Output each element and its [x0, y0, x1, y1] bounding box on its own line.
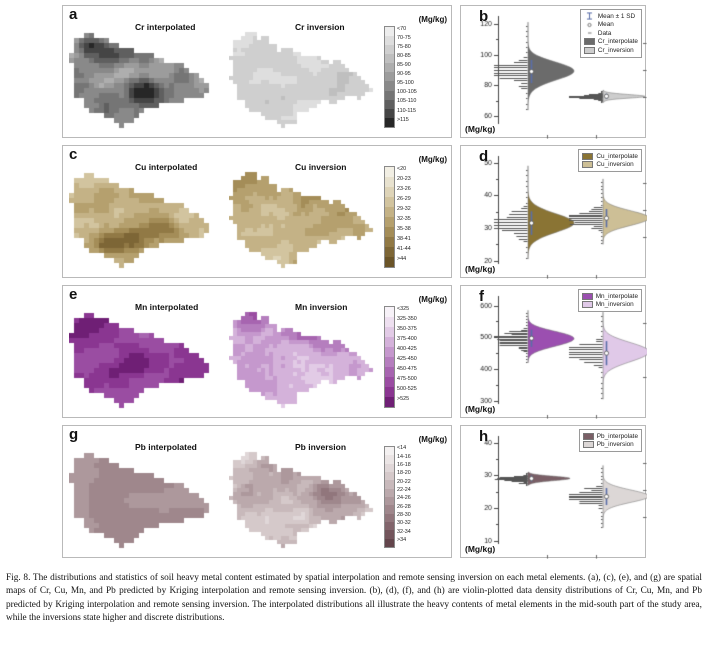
figure-row-4: g Pb interpolated Pb inversion (Mg/kg) <…	[62, 425, 647, 559]
legend-entry-series-1: Mn_interpolate	[581, 292, 638, 301]
legend-label-cr-interpolate: Cr_interpolate	[597, 38, 638, 46]
violin-legend-b: Mean ± 1 SD Mean Data Cr_interpolate Cr_…	[579, 9, 642, 58]
panel-letter-c: c	[69, 146, 78, 163]
panel-letter-e: e	[69, 286, 78, 303]
legend-label-data: Data	[597, 29, 612, 37]
map-cu-interpolated	[69, 168, 219, 272]
colorbar-a	[384, 26, 395, 128]
colorbar-labels-g: <14 14-16 16-18 18-20 20-22 22-24 24-26 26-28 28…	[397, 445, 411, 544]
swatch-pb-interpolate	[582, 432, 594, 440]
swatch-pb-inversion	[582, 441, 594, 449]
legend-entry-series-1: Pb_interpolate	[582, 432, 638, 441]
swatch-cr-interpolate	[583, 38, 595, 46]
legend-entry-series-1: Cu_interpolate	[582, 152, 638, 161]
map-cr-inversion	[229, 28, 379, 132]
swatch-cr-inversion	[583, 46, 595, 54]
colorbar-units-c: (Mg/kg)	[418, 155, 447, 164]
swatch-mn-inversion	[581, 301, 593, 309]
violin-legend-h: Pb_interpolate Pb_inversion	[578, 429, 642, 452]
colorbar-c	[384, 166, 395, 268]
legend-label-cu-inversion: Cu_inversion	[596, 161, 634, 169]
legend-entry-series-2: Cu_inversion	[582, 161, 638, 170]
colorbar-labels-a: <70 70-75 75-80 80-85 85-90 90-95 95-100 100-10…	[397, 25, 417, 123]
colorbar-labels-c: <20 20-23 23-26 26-29 29-32 32-35 35-38 38-41 41…	[397, 166, 411, 263]
error-bar-icon	[583, 12, 595, 21]
panel-h-violin: h (Mg/kg) Pb_interpolate Pb_inversion	[460, 425, 647, 559]
map-pb-interpolated	[69, 448, 219, 552]
panel-b-violin: b (Mg/kg) Mean ± 1 SD Mean Data C	[460, 5, 647, 139]
legend-label-pb-interpolate: Pb_interpolate	[596, 432, 638, 440]
swatch-mn-interpolate	[581, 292, 593, 300]
panel-f-violin: f (Mg/kg) Mn_interpolate Mn_inversion	[460, 285, 647, 419]
violin-legend-d: Cu_interpolate Cu_inversion	[578, 149, 642, 172]
map-title-cu-inversion: Cu inversion	[295, 162, 347, 172]
map-title-cr-inversion: Cr inversion	[295, 22, 345, 32]
figure-row-1: a Cr interpolated Cr inversion (Mg/kg) <…	[62, 5, 647, 139]
map-title-cr-interpolated: Cr interpolated	[135, 22, 196, 32]
legend-label-mean-sd: Mean ± 1 SD	[597, 12, 636, 20]
map-title-cu-interpolated: Cu interpolated	[135, 162, 198, 172]
data-tick-icon	[583, 29, 595, 38]
legend-label-mn-interpolate: Mn_interpolate	[595, 292, 638, 300]
map-title-mn-interpolated: Mn interpolated	[135, 302, 199, 312]
colorbar-g	[384, 446, 395, 548]
colorbar-e	[384, 306, 395, 408]
mean-marker-icon	[583, 20, 595, 29]
legend-entry-series-2: Cr_inversion	[583, 46, 638, 55]
legend-label-mean: Mean	[597, 21, 614, 29]
map-pb-inversion	[229, 448, 379, 552]
legend-entry-data: Data	[583, 29, 638, 38]
legend-entry-series-1: Cr_interpolate	[583, 38, 638, 47]
colorbar-units-g: (Mg/kg)	[418, 435, 447, 444]
panel-c-map: c Cu interpolated Cu inversion (Mg/kg) <…	[62, 145, 452, 278]
legend-entry-mean-sd: Mean ± 1 SD	[583, 12, 638, 21]
panel-e-map: e Mn interpolated Mn inversion (Mg/kg) <…	[62, 285, 452, 418]
panel-letter-g: g	[69, 426, 79, 443]
legend-label-cu-interpolate: Cu_interpolate	[596, 152, 638, 160]
swatch-cu-inversion	[582, 161, 594, 169]
panel-letter-a: a	[69, 6, 78, 23]
map-title-pb-interpolated: Pb interpolated	[135, 442, 197, 452]
colorbar-units-e: (Mg/kg)	[418, 295, 447, 304]
figure-caption: Fig. 8. The distributions and statistics…	[6, 573, 702, 624]
figure-row-2: c Cu interpolated Cu inversion (Mg/kg) <…	[62, 145, 647, 279]
colorbar-labels-e: <325 325-350 350-375 375-400 400-425 425-450 4…	[397, 306, 417, 403]
colorbar-units-a: (Mg/kg)	[418, 15, 447, 24]
legend-label-mn-inversion: Mn_inversion	[595, 301, 634, 309]
map-title-mn-inversion: Mn inversion	[295, 302, 348, 312]
map-mn-inversion	[229, 308, 379, 412]
figure-row-3: e Mn interpolated Mn inversion (Mg/kg) <…	[62, 285, 647, 419]
map-mn-interpolated	[69, 308, 219, 412]
map-cu-inversion	[229, 168, 379, 272]
legend-label-pb-inversion: Pb_inversion	[596, 441, 634, 449]
swatch-cu-interpolate	[582, 152, 594, 160]
panel-d-violin: d (Mg/kg) Cu_interpolate Cu_inversion	[460, 145, 647, 279]
map-title-pb-inversion: Pb inversion	[295, 442, 347, 452]
legend-label-cr-inversion: Cr_inversion	[597, 46, 634, 54]
legend-entry-mean: Mean	[583, 20, 638, 30]
map-cr-interpolated	[69, 28, 219, 132]
panel-g-map: g Pb interpolated Pb inversion (Mg/kg) <…	[62, 425, 452, 558]
legend-entry-series-2: Mn_inversion	[581, 301, 638, 310]
violin-legend-f: Mn_interpolate Mn_inversion	[577, 289, 642, 312]
panel-a-map: a Cr interpolated Cr inversion (Mg/kg) <…	[62, 5, 452, 138]
legend-entry-series-2: Pb_inversion	[582, 441, 638, 450]
